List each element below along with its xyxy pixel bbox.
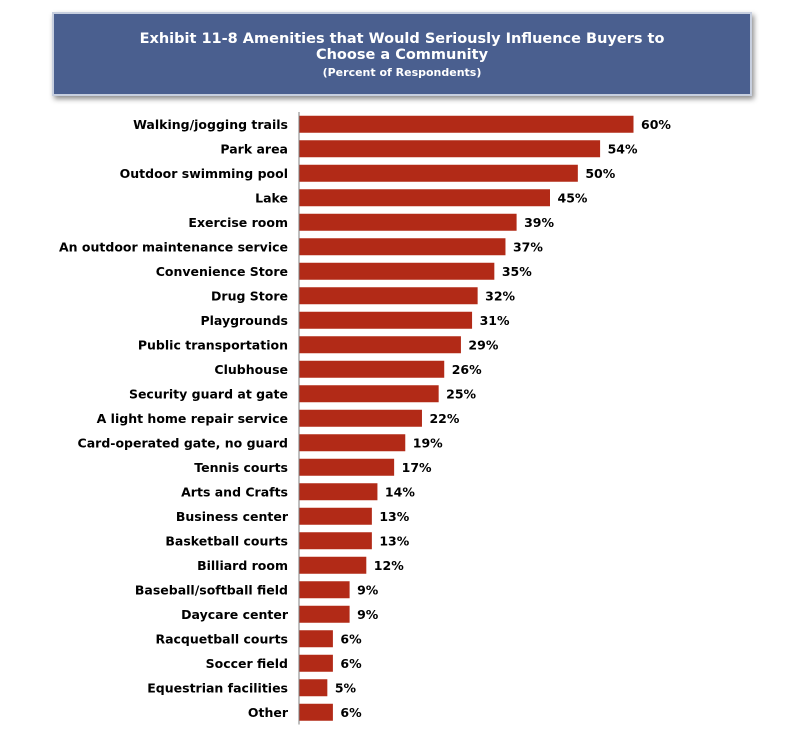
bar: [299, 311, 473, 329]
data-label: 45%: [558, 190, 588, 205]
bar: [299, 409, 422, 427]
category-label: Outdoor swimming pool: [120, 166, 288, 181]
category-label: Billiard room: [197, 558, 288, 573]
bar: [299, 458, 395, 476]
category-label: Park area: [220, 141, 288, 156]
bar: [299, 679, 328, 697]
category-label: Arts and Crafts: [181, 484, 288, 499]
category-label: Racquetball courts: [155, 631, 288, 646]
category-label: Security guard at gate: [129, 386, 288, 401]
category-label: Lake: [255, 190, 288, 205]
data-label: 19%: [413, 435, 443, 450]
chart-header: Exhibit 11-8 Amenities that Would Seriou…: [52, 12, 752, 96]
bar: [299, 703, 333, 721]
data-label: 29%: [468, 337, 498, 352]
bar: [299, 262, 495, 280]
data-label: 9%: [357, 582, 379, 597]
category-label: Card-operated gate, no guard: [78, 435, 288, 450]
chart-subtitle: (Percent of Respondents): [322, 66, 482, 79]
category-label: Equestrian facilities: [147, 680, 288, 695]
bar: [299, 630, 333, 648]
data-label: 25%: [446, 386, 476, 401]
data-label: 31%: [480, 313, 510, 328]
bar: [299, 385, 439, 403]
data-label: 54%: [608, 141, 638, 156]
category-label: Walking/jogging trails: [133, 117, 288, 132]
category-label: Playgrounds: [200, 313, 288, 328]
data-label: 50%: [585, 166, 615, 181]
bar: [299, 238, 506, 256]
chart-title: Exhibit 11-8 Amenities that Would Seriou…: [139, 31, 665, 63]
data-label: 6%: [340, 631, 362, 646]
data-label: 26%: [452, 362, 482, 377]
bar: [299, 605, 350, 623]
data-label: 6%: [340, 705, 362, 720]
data-label: 32%: [485, 288, 515, 303]
bar: [299, 556, 367, 574]
bar: [299, 483, 378, 501]
bar: [299, 213, 517, 231]
category-label: Tennis courts: [194, 460, 288, 475]
bar: [299, 581, 350, 599]
category-label: Business center: [176, 509, 289, 524]
category-label: A light home repair service: [97, 411, 288, 426]
bar: [299, 115, 634, 133]
data-label: 22%: [429, 411, 459, 426]
data-label: 13%: [379, 509, 409, 524]
data-label: 9%: [357, 607, 379, 622]
category-label: Baseball/softball field: [135, 582, 288, 597]
category-label: Exercise room: [188, 215, 288, 230]
data-label: 35%: [502, 264, 532, 279]
data-label: 14%: [385, 484, 415, 499]
data-label: 6%: [340, 656, 362, 671]
bar: [299, 164, 578, 182]
bar: [299, 189, 550, 207]
category-label: Other: [248, 705, 289, 720]
data-label: 12%: [374, 558, 404, 573]
data-label: 37%: [513, 239, 543, 254]
bar: [299, 532, 372, 550]
data-label: 39%: [524, 215, 554, 230]
bar: [299, 140, 601, 158]
data-label: 60%: [641, 117, 671, 132]
category-label: Convenience Store: [156, 264, 288, 279]
data-label: 5%: [335, 680, 357, 695]
bar: [299, 336, 461, 354]
bar: [299, 287, 478, 305]
bar: [299, 654, 333, 672]
bar: [299, 360, 445, 378]
category-label: Basketball courts: [165, 533, 288, 548]
category-label: Soccer field: [206, 656, 288, 671]
category-label: An outdoor maintenance service: [59, 239, 288, 254]
category-label: Daycare center: [181, 607, 289, 622]
data-label: 17%: [402, 460, 432, 475]
category-label: Clubhouse: [214, 362, 288, 377]
bar: [299, 434, 406, 452]
category-label: Public transportation: [138, 337, 288, 352]
category-label: Drug Store: [211, 288, 288, 303]
bar: [299, 507, 372, 525]
data-label: 13%: [379, 533, 409, 548]
